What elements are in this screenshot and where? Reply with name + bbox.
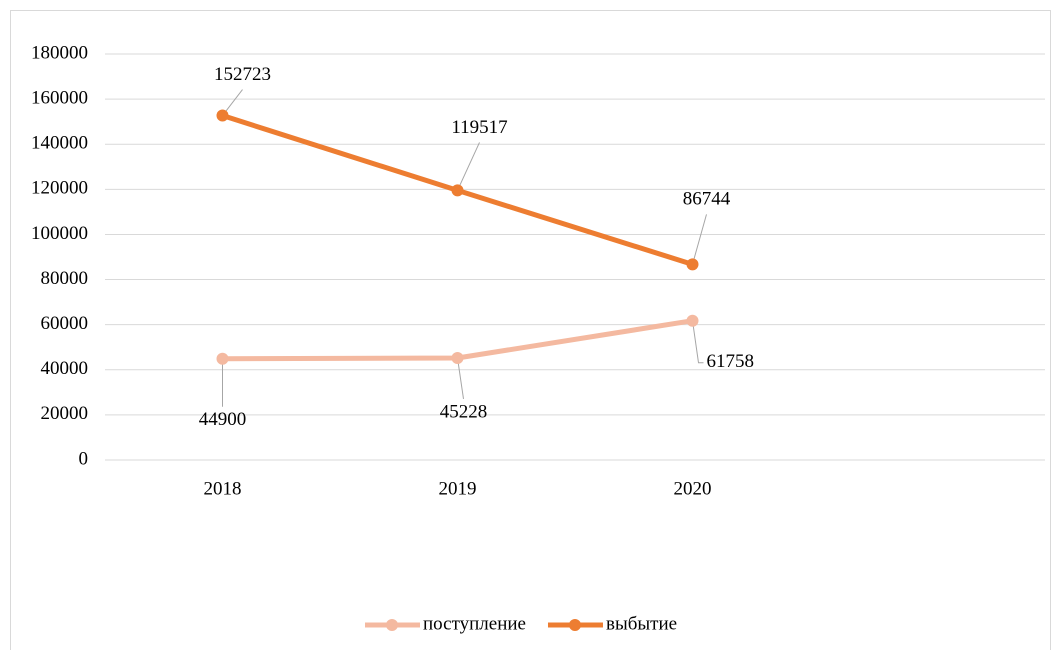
leader-line (692, 214, 707, 265)
y-tick-label: 120000 (31, 178, 88, 199)
y-tick-label: 60000 (41, 313, 89, 334)
y-tick-label: 180000 (31, 42, 88, 63)
data-label: 86744 (683, 189, 731, 210)
chart-frame (10, 10, 1051, 655)
data-label: 119517 (451, 117, 507, 138)
y-tick-label: 0 (79, 448, 89, 469)
y-tick-label: 40000 (41, 358, 89, 379)
y-tick-label: 160000 (31, 87, 88, 108)
y-tick-label: 20000 (41, 403, 89, 424)
leader-line (692, 320, 704, 364)
point (451, 351, 464, 364)
legend-marker (568, 619, 581, 631)
legend-marker (386, 619, 398, 631)
data-label: 45228 (440, 401, 488, 422)
x-tick-label: 2018 (204, 478, 242, 499)
point (216, 352, 229, 365)
x-tick-label: 2020 (674, 478, 712, 499)
data-label: 61758 (707, 351, 755, 372)
x-tick-label: 2019 (439, 478, 477, 499)
leader-line (457, 357, 464, 400)
point (216, 109, 229, 122)
point (686, 258, 699, 271)
point (686, 314, 699, 327)
data-label: 152723 (214, 64, 271, 85)
legend-label: выбытие (606, 613, 677, 634)
legend-label: поступление (423, 613, 526, 634)
point (451, 184, 464, 197)
y-tick-label: 140000 (31, 133, 88, 154)
leader-line (457, 142, 480, 191)
y-tick-label: 80000 (41, 268, 89, 289)
data-label: 44900 (199, 409, 247, 430)
y-tick-label: 100000 (31, 223, 88, 244)
